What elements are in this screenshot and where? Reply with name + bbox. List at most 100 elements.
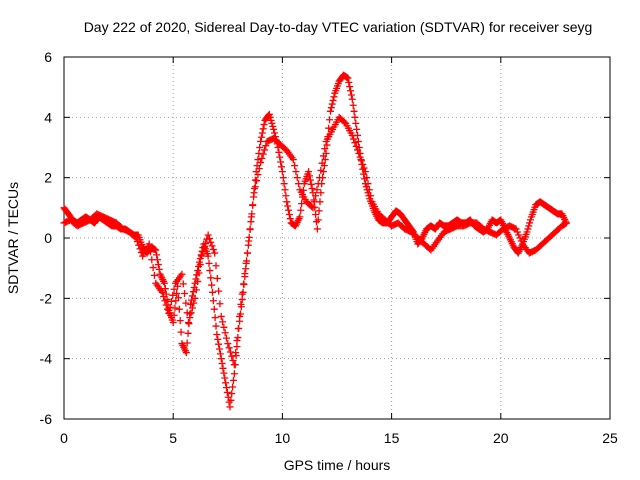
data-point bbox=[158, 288, 166, 296]
data-point bbox=[229, 356, 237, 364]
y-tick-labels: -6 -4 -2 0 2 4 6 bbox=[40, 49, 53, 427]
grid bbox=[64, 57, 610, 419]
x-tick-label: 20 bbox=[493, 430, 509, 446]
data-point bbox=[352, 142, 360, 150]
data-point bbox=[213, 331, 221, 339]
data-point bbox=[513, 228, 521, 236]
data-point bbox=[212, 322, 220, 330]
data-point bbox=[145, 240, 153, 248]
data-points bbox=[60, 71, 570, 411]
data-point bbox=[233, 337, 241, 345]
data-point bbox=[282, 192, 290, 200]
data-point bbox=[217, 312, 225, 320]
data-point bbox=[247, 213, 255, 221]
data-point bbox=[226, 403, 234, 411]
data-point bbox=[220, 323, 228, 331]
data-point bbox=[207, 274, 215, 282]
data-point bbox=[241, 270, 249, 278]
data-point bbox=[293, 174, 301, 182]
data-point bbox=[176, 317, 184, 325]
data-point bbox=[524, 225, 532, 233]
data-point bbox=[275, 148, 283, 156]
data-point bbox=[305, 168, 313, 176]
data-point bbox=[209, 245, 217, 253]
data-point bbox=[229, 383, 237, 391]
data-point bbox=[182, 299, 190, 307]
data-point bbox=[204, 252, 212, 260]
data-point bbox=[250, 189, 258, 197]
data-point bbox=[186, 314, 194, 322]
data-point bbox=[352, 119, 360, 127]
data-point bbox=[349, 101, 357, 109]
data-point bbox=[205, 259, 213, 267]
data-point bbox=[212, 262, 220, 270]
data-point bbox=[314, 180, 322, 188]
data-point bbox=[313, 225, 321, 233]
data-point bbox=[184, 318, 192, 326]
data-point bbox=[271, 129, 279, 137]
data-point bbox=[327, 104, 335, 112]
data-point bbox=[526, 219, 534, 227]
data-point bbox=[184, 329, 192, 337]
data-point bbox=[284, 202, 292, 210]
x-tick-label: 10 bbox=[275, 430, 291, 446]
data-point bbox=[321, 145, 329, 153]
data-point bbox=[215, 340, 223, 348]
data-point bbox=[213, 274, 221, 282]
data-point bbox=[228, 352, 236, 360]
data-point bbox=[199, 248, 207, 256]
data-point bbox=[283, 198, 291, 206]
data-point bbox=[317, 166, 325, 174]
data-point bbox=[280, 180, 288, 188]
data-point bbox=[350, 107, 358, 115]
data-point bbox=[207, 238, 215, 246]
data-point bbox=[326, 107, 334, 115]
y-axis-label: SDTVAR / TECUs bbox=[5, 182, 21, 294]
data-point bbox=[154, 261, 162, 269]
data-point bbox=[353, 125, 361, 133]
y-tick-label: 4 bbox=[44, 109, 52, 125]
data-point bbox=[183, 339, 191, 347]
data-point bbox=[326, 116, 334, 124]
data-point bbox=[222, 379, 230, 387]
data-point bbox=[165, 309, 173, 317]
data-point bbox=[162, 301, 170, 309]
data-point bbox=[196, 261, 204, 269]
data-point bbox=[315, 207, 323, 215]
data-point bbox=[222, 384, 230, 392]
data-point bbox=[218, 359, 226, 367]
data-point bbox=[198, 252, 206, 260]
data-point bbox=[258, 129, 266, 137]
data-point bbox=[175, 305, 183, 313]
data-point bbox=[562, 219, 570, 227]
data-point bbox=[347, 91, 355, 99]
data-point bbox=[245, 237, 253, 245]
data-point bbox=[278, 163, 286, 171]
data-point bbox=[258, 154, 266, 162]
data-point bbox=[228, 390, 236, 398]
data-point bbox=[217, 355, 225, 363]
data-point bbox=[191, 294, 199, 302]
data-point bbox=[525, 222, 533, 230]
data-point bbox=[351, 139, 359, 147]
data-point bbox=[328, 100, 336, 108]
data-point bbox=[216, 345, 224, 353]
data-point bbox=[167, 297, 175, 305]
data-point bbox=[170, 311, 178, 319]
data-point bbox=[312, 192, 320, 200]
data-point bbox=[340, 118, 348, 126]
data-point bbox=[281, 186, 289, 194]
data-point bbox=[257, 159, 265, 167]
data-point bbox=[209, 288, 217, 296]
data-point bbox=[313, 186, 321, 194]
data-point bbox=[267, 116, 275, 124]
data-point bbox=[182, 349, 190, 357]
data-point bbox=[278, 168, 286, 176]
data-point bbox=[221, 374, 229, 382]
data-point bbox=[202, 239, 210, 247]
data-point bbox=[257, 137, 265, 145]
data-point bbox=[323, 141, 331, 149]
data-point bbox=[321, 156, 329, 164]
data-point bbox=[187, 309, 195, 317]
